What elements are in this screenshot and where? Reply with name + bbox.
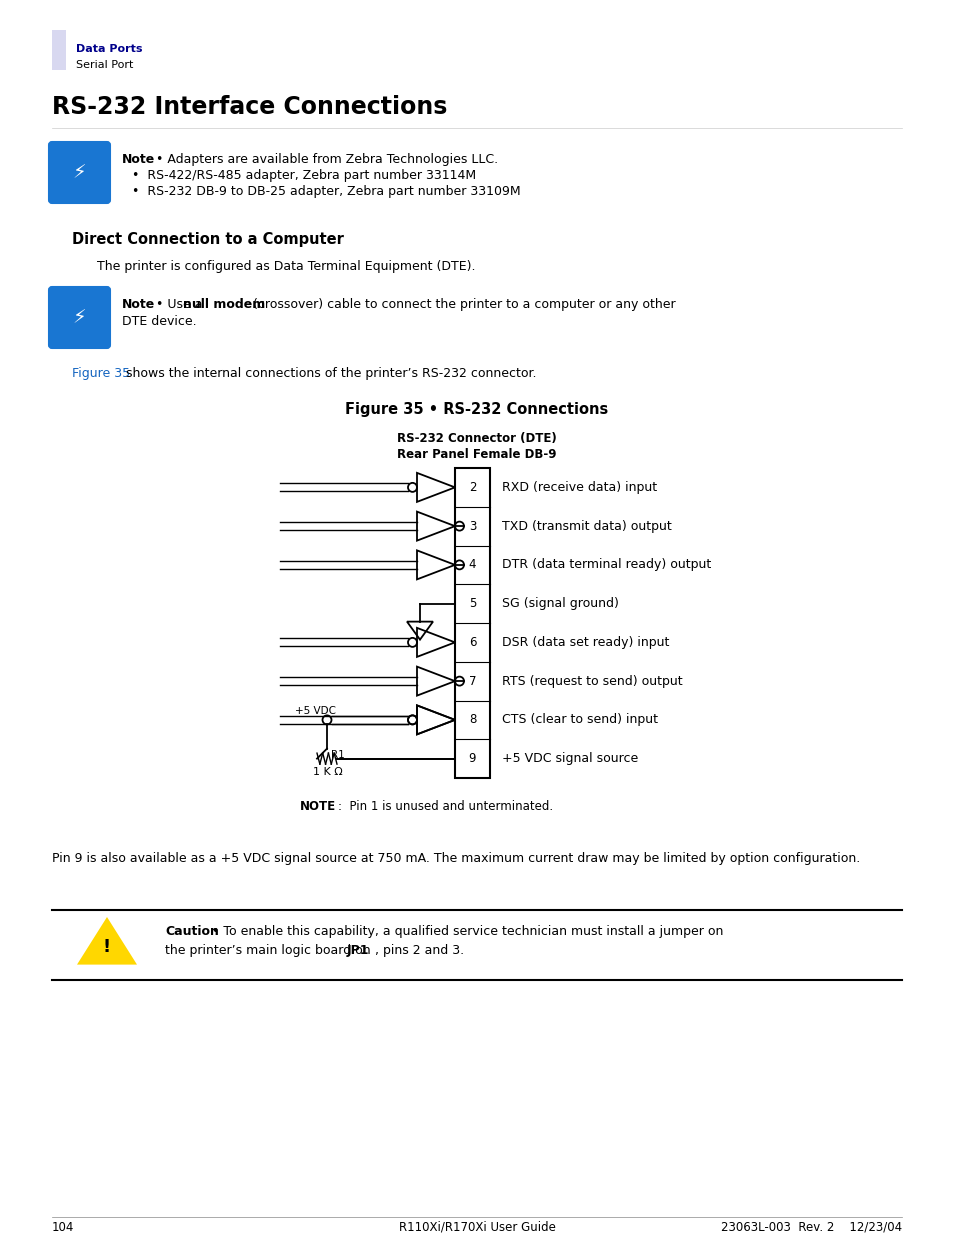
Text: Rear Panel Female DB-9: Rear Panel Female DB-9 (396, 448, 557, 461)
Text: 6: 6 (468, 636, 476, 648)
Text: +5 VDC: +5 VDC (294, 706, 335, 716)
Text: DSR (data set ready) input: DSR (data set ready) input (501, 636, 669, 648)
Text: • Adapters are available from Zebra Technologies LLC.: • Adapters are available from Zebra Tech… (152, 153, 497, 165)
Text: ⚡: ⚡ (72, 308, 87, 327)
Polygon shape (77, 918, 137, 965)
Text: Caution: Caution (165, 925, 218, 939)
Text: • To enable this capability, a qualified service technician must install a jumpe: • To enable this capability, a qualified… (208, 925, 722, 939)
Text: •  RS-232 DB-9 to DB-25 adapter, Zebra part number 33109M: • RS-232 DB-9 to DB-25 adapter, Zebra pa… (132, 185, 520, 198)
Text: 3: 3 (468, 520, 476, 532)
Text: 4: 4 (468, 558, 476, 572)
Text: RTS (request to send) output: RTS (request to send) output (501, 674, 682, 688)
Text: ⚡: ⚡ (72, 163, 87, 182)
Text: CTS (clear to send) input: CTS (clear to send) input (501, 714, 658, 726)
Text: 2: 2 (468, 480, 476, 494)
Text: 9: 9 (468, 752, 476, 766)
Text: 1 K Ω: 1 K Ω (313, 767, 342, 777)
Text: Note: Note (122, 298, 155, 311)
Text: The printer is configured as Data Terminal Equipment (DTE).: The printer is configured as Data Termin… (97, 261, 475, 273)
Text: the printer’s main logic board on: the printer’s main logic board on (165, 944, 375, 957)
Text: 23063L-003  Rev. 2    12/23/04: 23063L-003 Rev. 2 12/23/04 (720, 1221, 901, 1234)
Text: null modem: null modem (183, 298, 265, 311)
Text: shows the internal connections of the printer’s RS-232 connector.: shows the internal connections of the pr… (122, 367, 536, 380)
Text: 7: 7 (468, 674, 476, 688)
Text: R110Xi/R170Xi User Guide: R110Xi/R170Xi User Guide (398, 1221, 555, 1234)
Text: Serial Port: Serial Port (76, 61, 133, 70)
Text: TXD (transmit data) output: TXD (transmit data) output (501, 520, 671, 532)
Text: Figure 35 • RS-232 Connections: Figure 35 • RS-232 Connections (345, 403, 608, 417)
Text: SG (signal ground): SG (signal ground) (501, 598, 618, 610)
Text: 5: 5 (468, 598, 476, 610)
Text: • Use a: • Use a (152, 298, 206, 311)
FancyBboxPatch shape (49, 142, 110, 203)
Text: Pin 9 is also available as a +5 VDC signal source at 750 mA. The maximum current: Pin 9 is also available as a +5 VDC sign… (52, 852, 860, 864)
Text: RS-232 Interface Connections: RS-232 Interface Connections (52, 95, 447, 119)
Bar (455, 468, 490, 778)
Text: R1: R1 (331, 750, 344, 760)
Text: DTR (data terminal ready) output: DTR (data terminal ready) output (501, 558, 711, 572)
Text: RXD (receive data) input: RXD (receive data) input (501, 480, 657, 494)
Text: 104: 104 (52, 1221, 74, 1234)
Text: Direct Connection to a Computer: Direct Connection to a Computer (71, 232, 343, 247)
Text: Figure 35: Figure 35 (71, 367, 130, 380)
Text: Data Ports: Data Ports (76, 44, 142, 54)
Text: :  Pin 1 is unused and unterminated.: : Pin 1 is unused and unterminated. (337, 800, 553, 813)
Text: •  RS-422/RS-485 adapter, Zebra part number 33114M: • RS-422/RS-485 adapter, Zebra part numb… (132, 169, 476, 182)
Text: JP1: JP1 (347, 944, 369, 957)
Text: 8: 8 (468, 714, 476, 726)
Text: NOTE: NOTE (299, 800, 335, 813)
Text: !: ! (103, 939, 111, 956)
Text: DTE device.: DTE device. (122, 315, 196, 329)
Text: +5 VDC signal source: +5 VDC signal source (501, 752, 638, 766)
Text: Note: Note (122, 153, 155, 165)
Text: (crossover) cable to connect the printer to a computer or any other: (crossover) cable to connect the printer… (249, 298, 675, 311)
Text: , pins 2 and 3.: , pins 2 and 3. (375, 944, 464, 957)
Text: RS-232 Connector (DTE): RS-232 Connector (DTE) (396, 432, 557, 445)
Bar (52, 30, 66, 70)
FancyBboxPatch shape (49, 287, 110, 348)
